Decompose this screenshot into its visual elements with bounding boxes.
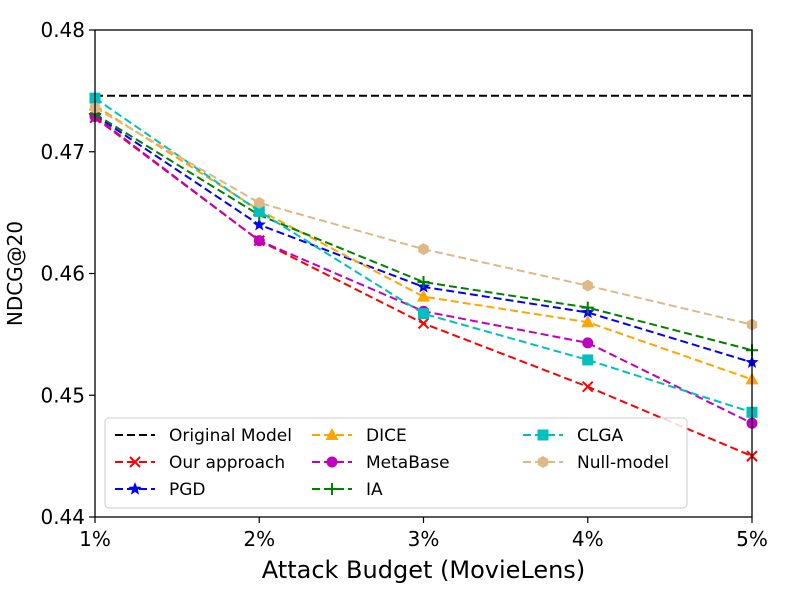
- data-point: [582, 279, 593, 292]
- legend-marker: [326, 456, 338, 468]
- x-tick-label: 5%: [736, 527, 768, 551]
- x-tick-label: 2%: [243, 527, 275, 551]
- legend-item: MetaBase: [312, 453, 450, 473]
- data-point: [252, 217, 266, 231]
- data-point: [253, 205, 265, 217]
- legend-item: PGD: [115, 480, 206, 500]
- series-pgd: [88, 108, 759, 369]
- legend-label: CLGA: [577, 426, 624, 446]
- x-axis: 1% 2% 3% 4% 5%: [79, 517, 768, 551]
- data-point: [582, 354, 594, 366]
- x-tick-label: 3%: [408, 527, 440, 551]
- x-axis-title: Attack Budget (MovieLens): [262, 556, 585, 584]
- plot-series-group: [88, 92, 759, 462]
- data-point: [418, 243, 429, 256]
- series-line: [94, 104, 753, 381]
- legend-marker: [537, 429, 549, 441]
- legend-marker: [128, 482, 142, 495]
- y-tick-label: 0.45: [40, 383, 85, 407]
- x-tick-label: 4%: [572, 527, 604, 551]
- legend-marker: [129, 456, 141, 468]
- legend-label: Our approach: [169, 453, 285, 473]
- series-dice: [88, 98, 759, 385]
- legend-item: DICE: [312, 426, 407, 446]
- y-tick-label: 0.48: [40, 18, 85, 42]
- series-clga: [89, 92, 758, 418]
- data-point: [253, 235, 265, 247]
- data-point: [417, 317, 430, 330]
- series-line: [94, 113, 753, 352]
- data-point: [582, 381, 594, 393]
- legend-item: Our approach: [115, 453, 285, 473]
- legend-marker: [537, 456, 549, 468]
- x-tick-label: 1%: [79, 527, 111, 551]
- data-point: [582, 337, 594, 349]
- data-point: [417, 276, 430, 289]
- legend: Original Model Our approach PGD DICE MetaBas…: [104, 417, 688, 509]
- data-point: [581, 301, 594, 314]
- series-null-model: [89, 101, 758, 331]
- legend-label: IA: [366, 480, 383, 500]
- legend-item: CLGA: [523, 426, 624, 446]
- legend-item: Original Model: [115, 426, 292, 446]
- legend-label: MetaBase: [366, 453, 450, 473]
- legend-marker: [326, 483, 338, 495]
- y-axis: 0.44 0.45 0.46 0.47 0.48: [40, 18, 95, 529]
- data-point: [418, 308, 429, 320]
- legend-label: PGD: [169, 480, 206, 500]
- data-point: [254, 196, 265, 209]
- legend-marker: [325, 428, 339, 440]
- y-tick-label: 0.46: [40, 262, 85, 286]
- legend-item: IA: [312, 480, 383, 500]
- legend-label: Null-model: [577, 453, 669, 473]
- y-tick-label: 0.47: [40, 140, 85, 164]
- y-tick-label: 0.44: [40, 505, 85, 529]
- series-line: [94, 97, 753, 414]
- data-point: [581, 315, 595, 328]
- data-point: [417, 289, 430, 302]
- y-axis-title: NDCG@20: [3, 221, 27, 326]
- legend-item: Null-model: [523, 453, 669, 473]
- series-line: [94, 115, 753, 425]
- legend-label: Original Model: [169, 426, 292, 446]
- legend-label: DICE: [366, 426, 407, 446]
